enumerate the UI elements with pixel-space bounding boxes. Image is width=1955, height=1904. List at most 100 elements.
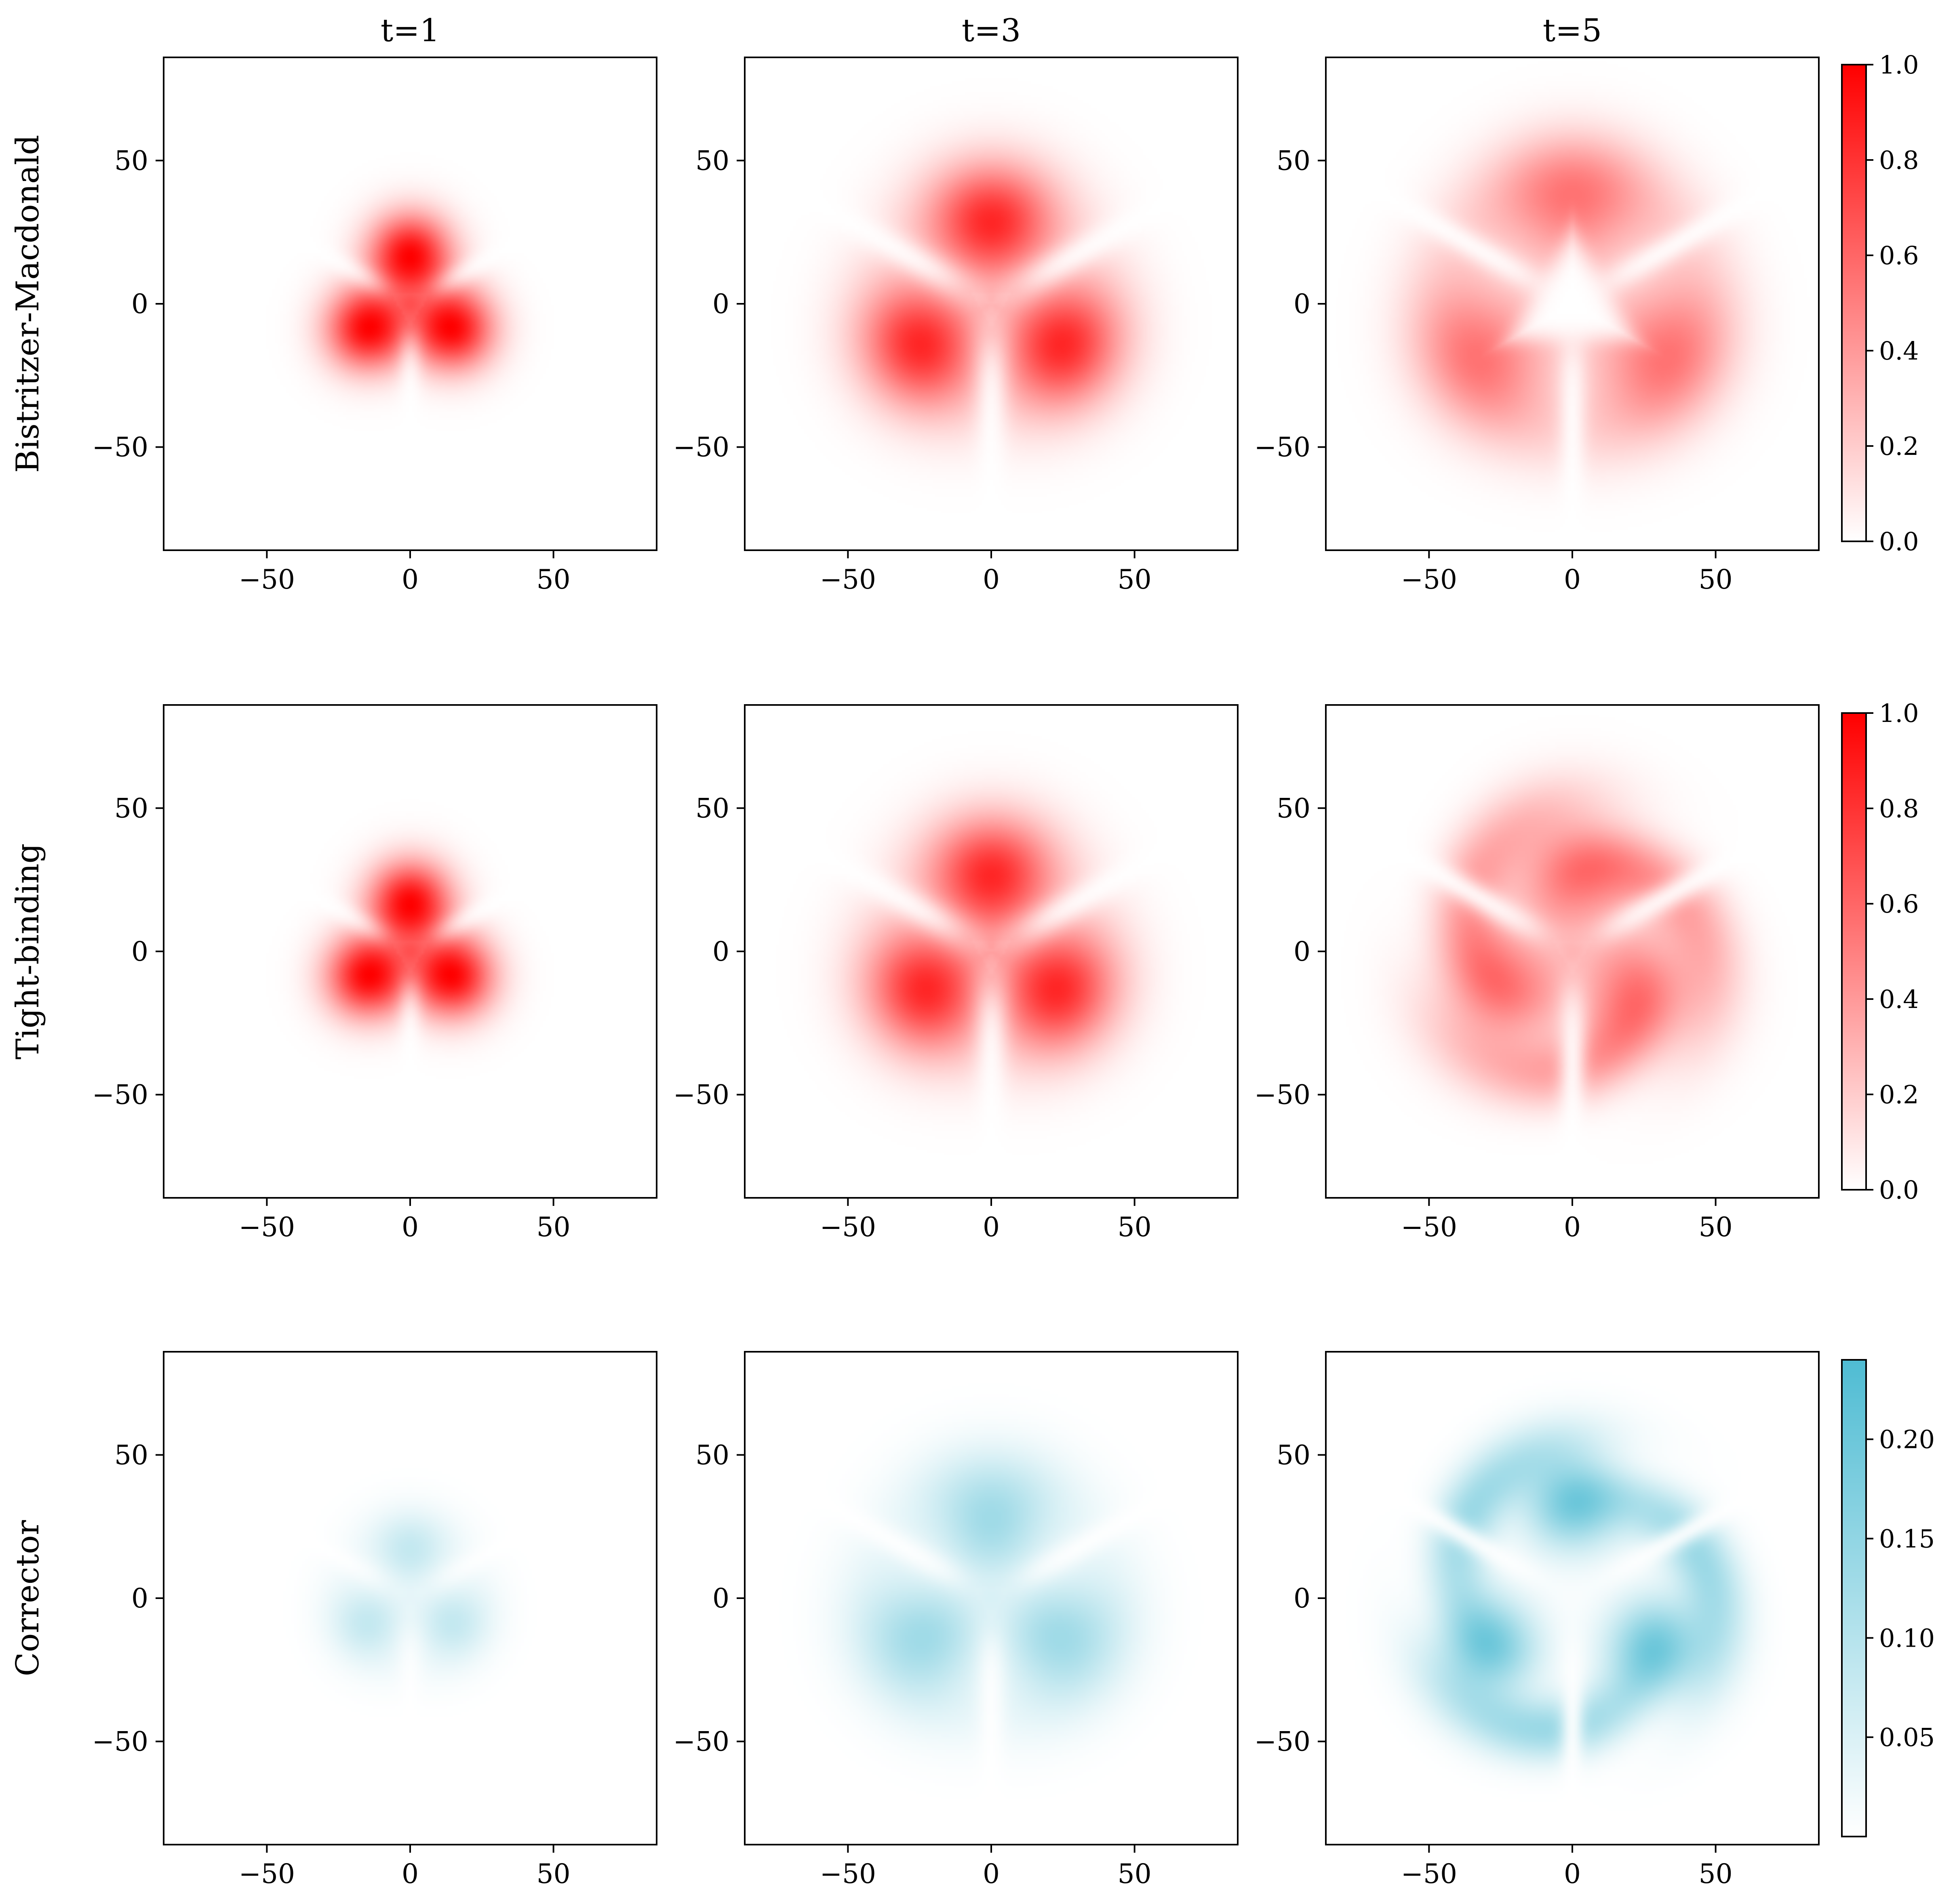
- y-tick-label: −50: [1254, 432, 1310, 463]
- y-tick-label: 0: [131, 936, 148, 967]
- row-labels: Bistritzer-Macdonald Tight-binding Correct…: [10, 135, 46, 1677]
- colorbar-tick-label: 0.6: [1879, 889, 1919, 919]
- heatmap-image-tb-t3: [745, 705, 1238, 1198]
- y-tick-label: −50: [92, 1079, 148, 1111]
- panel-corr-t1: −50 0 50 −50 0 50: [92, 1351, 657, 1889]
- x-tick-label: 50: [537, 564, 571, 595]
- y-tick-label: 50: [695, 145, 729, 176]
- colorbar-tick-label: 0.8: [1879, 145, 1919, 175]
- heatmap-image-bm-t3: [745, 57, 1238, 550]
- heatmap-image-bm-t5: [1326, 57, 1819, 550]
- column-title-t3: t=3: [962, 13, 1021, 49]
- y-tick-label: −50: [673, 1079, 729, 1111]
- x-tick-label: −50: [239, 564, 295, 595]
- x-tick-label: −50: [820, 1858, 876, 1889]
- column-titles: t=1 t=3 t=5: [381, 13, 1602, 49]
- x-tick-label: −50: [239, 1858, 295, 1889]
- colorbar-tick-label: 0.20: [1879, 1425, 1935, 1454]
- colorbar-tb: 0.0 0.2 0.4 0.6 0.8 1.0: [1841, 698, 1919, 1205]
- x-tick-label: 0: [402, 564, 419, 595]
- x-tick-label: 0: [1564, 1212, 1581, 1243]
- panel-bm-t1: −50 0 50 −50 0 50: [92, 57, 657, 595]
- panel-tb-t5: −50 0 50 −50 0 50: [1254, 704, 1820, 1243]
- colorbar-tick-label: 0.2: [1879, 431, 1919, 461]
- heatmap-image-tb-t5: [1326, 705, 1819, 1198]
- x-tick-label: 50: [1118, 564, 1152, 595]
- colorbar-corr: 0.05 0.10 0.15 0.20: [1841, 1359, 1935, 1837]
- x-tick-label: 0: [983, 1858, 1000, 1889]
- x-tick-label: 0: [402, 1858, 419, 1889]
- colorbar-tick-label: 0.4: [1879, 336, 1919, 366]
- x-tick-label: −50: [1401, 1212, 1457, 1243]
- y-tick-label: 50: [1277, 145, 1310, 176]
- y-tick-label: 50: [695, 1439, 729, 1471]
- colorbar-bar: [1841, 712, 1867, 1191]
- x-tick-label: 0: [983, 564, 1000, 595]
- y-tick-label: 0: [712, 936, 729, 967]
- heatmap-image-corr-t5: [1326, 1352, 1819, 1845]
- panel-tb-t1: −50 0 50 −50 0 50: [92, 704, 657, 1243]
- x-tick-label: −50: [239, 1212, 295, 1243]
- x-tick-label: −50: [1401, 1858, 1457, 1889]
- x-tick-label: 0: [1564, 1858, 1581, 1889]
- y-tick-label: −50: [1254, 1726, 1310, 1757]
- row-label-corr: Corrector: [10, 1520, 46, 1676]
- panel-bm-t5: −50 0 50 −50 0 50: [1254, 57, 1820, 595]
- x-tick-label: 50: [1699, 564, 1733, 595]
- column-title-t5: t=5: [1543, 13, 1602, 49]
- panels: −50 0 50 −50 0 50 −50 0 50 −50 0 50 −50 0 50 −50 0 50 −50 0…: [92, 57, 1820, 1889]
- x-tick-label: 50: [1699, 1858, 1733, 1889]
- colorbar-bar: [1841, 1359, 1867, 1837]
- heatmap-image-corr-t1: [164, 1352, 657, 1845]
- x-tick-label: 0: [983, 1212, 1000, 1243]
- x-tick-label: −50: [1401, 564, 1457, 595]
- y-tick-label: 0: [131, 1583, 148, 1614]
- colorbar-bar: [1841, 64, 1867, 542]
- y-tick-label: −50: [1254, 1079, 1310, 1111]
- row-label-tb: Tight-binding: [10, 844, 46, 1060]
- y-tick-label: 0: [1294, 288, 1310, 320]
- y-tick-label: −50: [673, 1726, 729, 1757]
- x-tick-label: −50: [820, 1212, 876, 1243]
- x-tick-label: −50: [820, 564, 876, 595]
- colorbar-tick-label: 0.6: [1879, 241, 1919, 270]
- column-title-t1: t=1: [381, 13, 440, 49]
- colorbar-tick-label: 0.10: [1879, 1623, 1935, 1653]
- colorbar-tick-label: 1.0: [1879, 50, 1919, 80]
- colorbars: 0.0 0.2 0.4 0.6 0.8 1.0 0.0 0.2 0.4 0.6 0.8 1.0 0.05…: [1841, 50, 1935, 1837]
- y-tick-label: 0: [1294, 1583, 1310, 1614]
- y-tick-label: 0: [712, 288, 729, 320]
- y-tick-label: 50: [1277, 793, 1310, 824]
- colorbar-tick-label: 0.0: [1879, 1175, 1919, 1205]
- panel-bm-t3: −50 0 50 −50 0 50: [673, 57, 1239, 595]
- x-tick-label: 50: [537, 1212, 571, 1243]
- y-tick-label: 0: [712, 1583, 729, 1614]
- colorbar-tick-label: 0.4: [1879, 985, 1919, 1014]
- y-tick-label: 50: [114, 793, 148, 824]
- colorbar-tick-label: 0.8: [1879, 794, 1919, 823]
- x-tick-label: 50: [1118, 1858, 1152, 1889]
- x-tick-label: 0: [402, 1212, 419, 1243]
- y-tick-label: 50: [1277, 1439, 1310, 1471]
- y-tick-label: −50: [92, 432, 148, 463]
- x-tick-label: 50: [537, 1858, 571, 1889]
- heatmap-image-tb-t1: [164, 705, 657, 1198]
- y-tick-label: −50: [673, 432, 729, 463]
- colorbar-tick-label: 0.05: [1879, 1723, 1935, 1752]
- x-tick-label: 50: [1699, 1212, 1733, 1243]
- x-tick-label: 0: [1564, 564, 1581, 595]
- panel-corr-t3: −50 0 50 −50 0 50: [673, 1351, 1239, 1889]
- y-tick-label: 50: [695, 793, 729, 824]
- colorbar-bm: 0.0 0.2 0.4 0.6 0.8 1.0: [1841, 50, 1919, 556]
- y-tick-label: 0: [131, 288, 148, 320]
- row-label-bm: Bistritzer-Macdonald: [10, 135, 46, 473]
- panel-corr-t5: −50 0 50 −50 0 50: [1254, 1351, 1820, 1889]
- y-tick-label: −50: [92, 1726, 148, 1757]
- heatmap-image-bm-t1: [164, 57, 657, 550]
- y-tick-label: 0: [1294, 936, 1310, 967]
- x-tick-label: 50: [1118, 1212, 1152, 1243]
- colorbar-tick-label: 0.15: [1879, 1524, 1935, 1554]
- colorbar-tick-label: 0.0: [1879, 527, 1919, 556]
- colorbar-tick-label: 1.0: [1879, 698, 1919, 728]
